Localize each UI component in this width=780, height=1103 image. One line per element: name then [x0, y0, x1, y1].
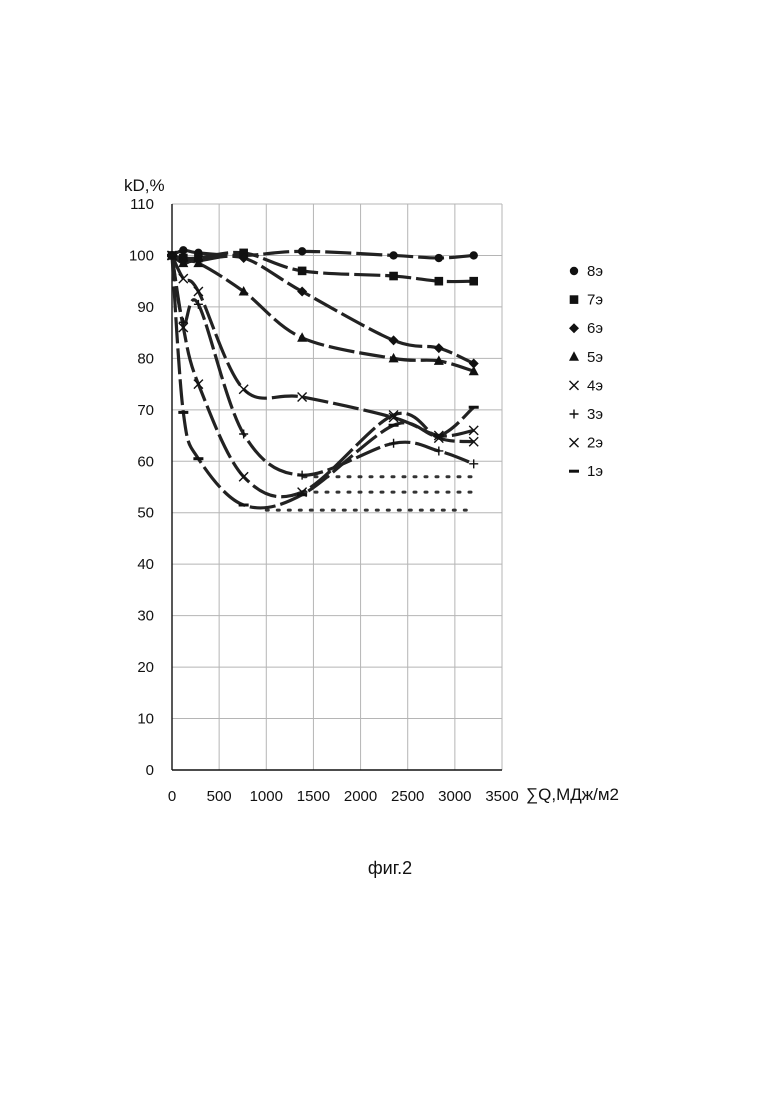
- series-markers: [167, 246, 479, 506]
- legend-label-2: 6э: [587, 320, 603, 337]
- data-point-0: [389, 251, 397, 259]
- data-point-1: [469, 277, 478, 286]
- y-axis-title: kD,%: [124, 176, 165, 195]
- x-tick-label: 2500: [391, 788, 424, 805]
- legend: 8э 7э 6э 5э 4э 3э 2э 1э: [569, 263, 603, 480]
- x-axis-title: ∑Q,МДж/м2: [526, 785, 619, 804]
- legend-marker-4: [570, 381, 579, 390]
- y-tick-label: 100: [129, 247, 154, 264]
- data-point-7: [167, 254, 177, 257]
- grid: [172, 204, 502, 770]
- y-tick-label: 30: [137, 608, 154, 625]
- y-tick-label: 10: [137, 711, 154, 728]
- series-line-3: [172, 255, 474, 371]
- y-tick-label: 40: [137, 556, 154, 573]
- series-line-6: [172, 255, 474, 496]
- legend-label-1: 7э: [587, 292, 603, 309]
- series-line-7: [172, 255, 474, 508]
- legend-marker-5: [570, 410, 579, 419]
- data-point-5: [389, 439, 398, 448]
- data-point-1: [298, 267, 307, 276]
- tick-labels: 0 10 20 30 40 50 60 70 80 90 100 110 0 500 1000 1500 200…: [129, 196, 519, 805]
- data-point-4: [179, 274, 188, 283]
- y-tick-label: 0: [146, 762, 154, 779]
- data-point-0: [179, 246, 187, 254]
- data-point-3: [297, 332, 307, 342]
- legend-label-5: 3э: [587, 406, 603, 423]
- y-tick-label: 80: [137, 350, 154, 367]
- series-line-2: [172, 255, 474, 363]
- legend-label-0: 8э: [587, 263, 603, 280]
- x-tick-label: 3500: [485, 788, 518, 805]
- figure-caption: фиг.2: [0, 858, 780, 879]
- axes: [172, 204, 502, 770]
- data-point-7: [297, 493, 307, 496]
- data-point-2: [389, 335, 399, 345]
- x-tick-label: 1500: [297, 788, 330, 805]
- y-tick-label: 70: [137, 402, 154, 419]
- data-point-7: [434, 434, 444, 437]
- data-point-1: [389, 272, 398, 281]
- x-tick-label: 0: [168, 788, 176, 805]
- data-point-7: [193, 457, 203, 460]
- series-line-5: [172, 255, 474, 475]
- legend-label-6: 2э: [587, 435, 603, 452]
- data-point-7: [239, 504, 249, 507]
- data-point-7: [389, 424, 399, 427]
- y-tick-label: 90: [137, 299, 154, 316]
- data-point-0: [470, 251, 478, 259]
- data-point-0: [435, 254, 443, 262]
- data-point-7: [469, 406, 479, 409]
- x-tick-label: 500: [207, 788, 232, 805]
- y-tick-label: 20: [137, 659, 154, 676]
- data-point-1: [435, 277, 444, 286]
- legend-marker-6: [570, 438, 579, 447]
- legend-label-3: 5э: [587, 349, 603, 366]
- legend-label-4: 4э: [587, 377, 603, 394]
- x-tick-label: 3000: [438, 788, 471, 805]
- x-tick-label: 2000: [344, 788, 377, 805]
- y-tick-label: 110: [130, 196, 154, 213]
- x-tick-label: 1000: [250, 788, 283, 805]
- legend-marker-0: [570, 267, 578, 275]
- y-tick-label: 50: [137, 505, 154, 522]
- data-point-5: [298, 471, 307, 480]
- legend-marker-1: [570, 295, 579, 304]
- series-lines: [172, 250, 474, 508]
- legend-marker-7: [569, 470, 579, 473]
- data-point-5: [469, 459, 478, 468]
- data-point-4: [239, 385, 248, 394]
- legend-label-7: 1э: [587, 463, 603, 480]
- data-point-6: [239, 472, 248, 481]
- legend-marker-2: [569, 323, 579, 333]
- data-point-0: [298, 247, 306, 255]
- data-point-7: [178, 411, 188, 414]
- y-tick-label: 60: [137, 453, 154, 470]
- data-point-5: [434, 446, 443, 455]
- legend-marker-3: [569, 351, 579, 361]
- data-point-2: [434, 343, 444, 353]
